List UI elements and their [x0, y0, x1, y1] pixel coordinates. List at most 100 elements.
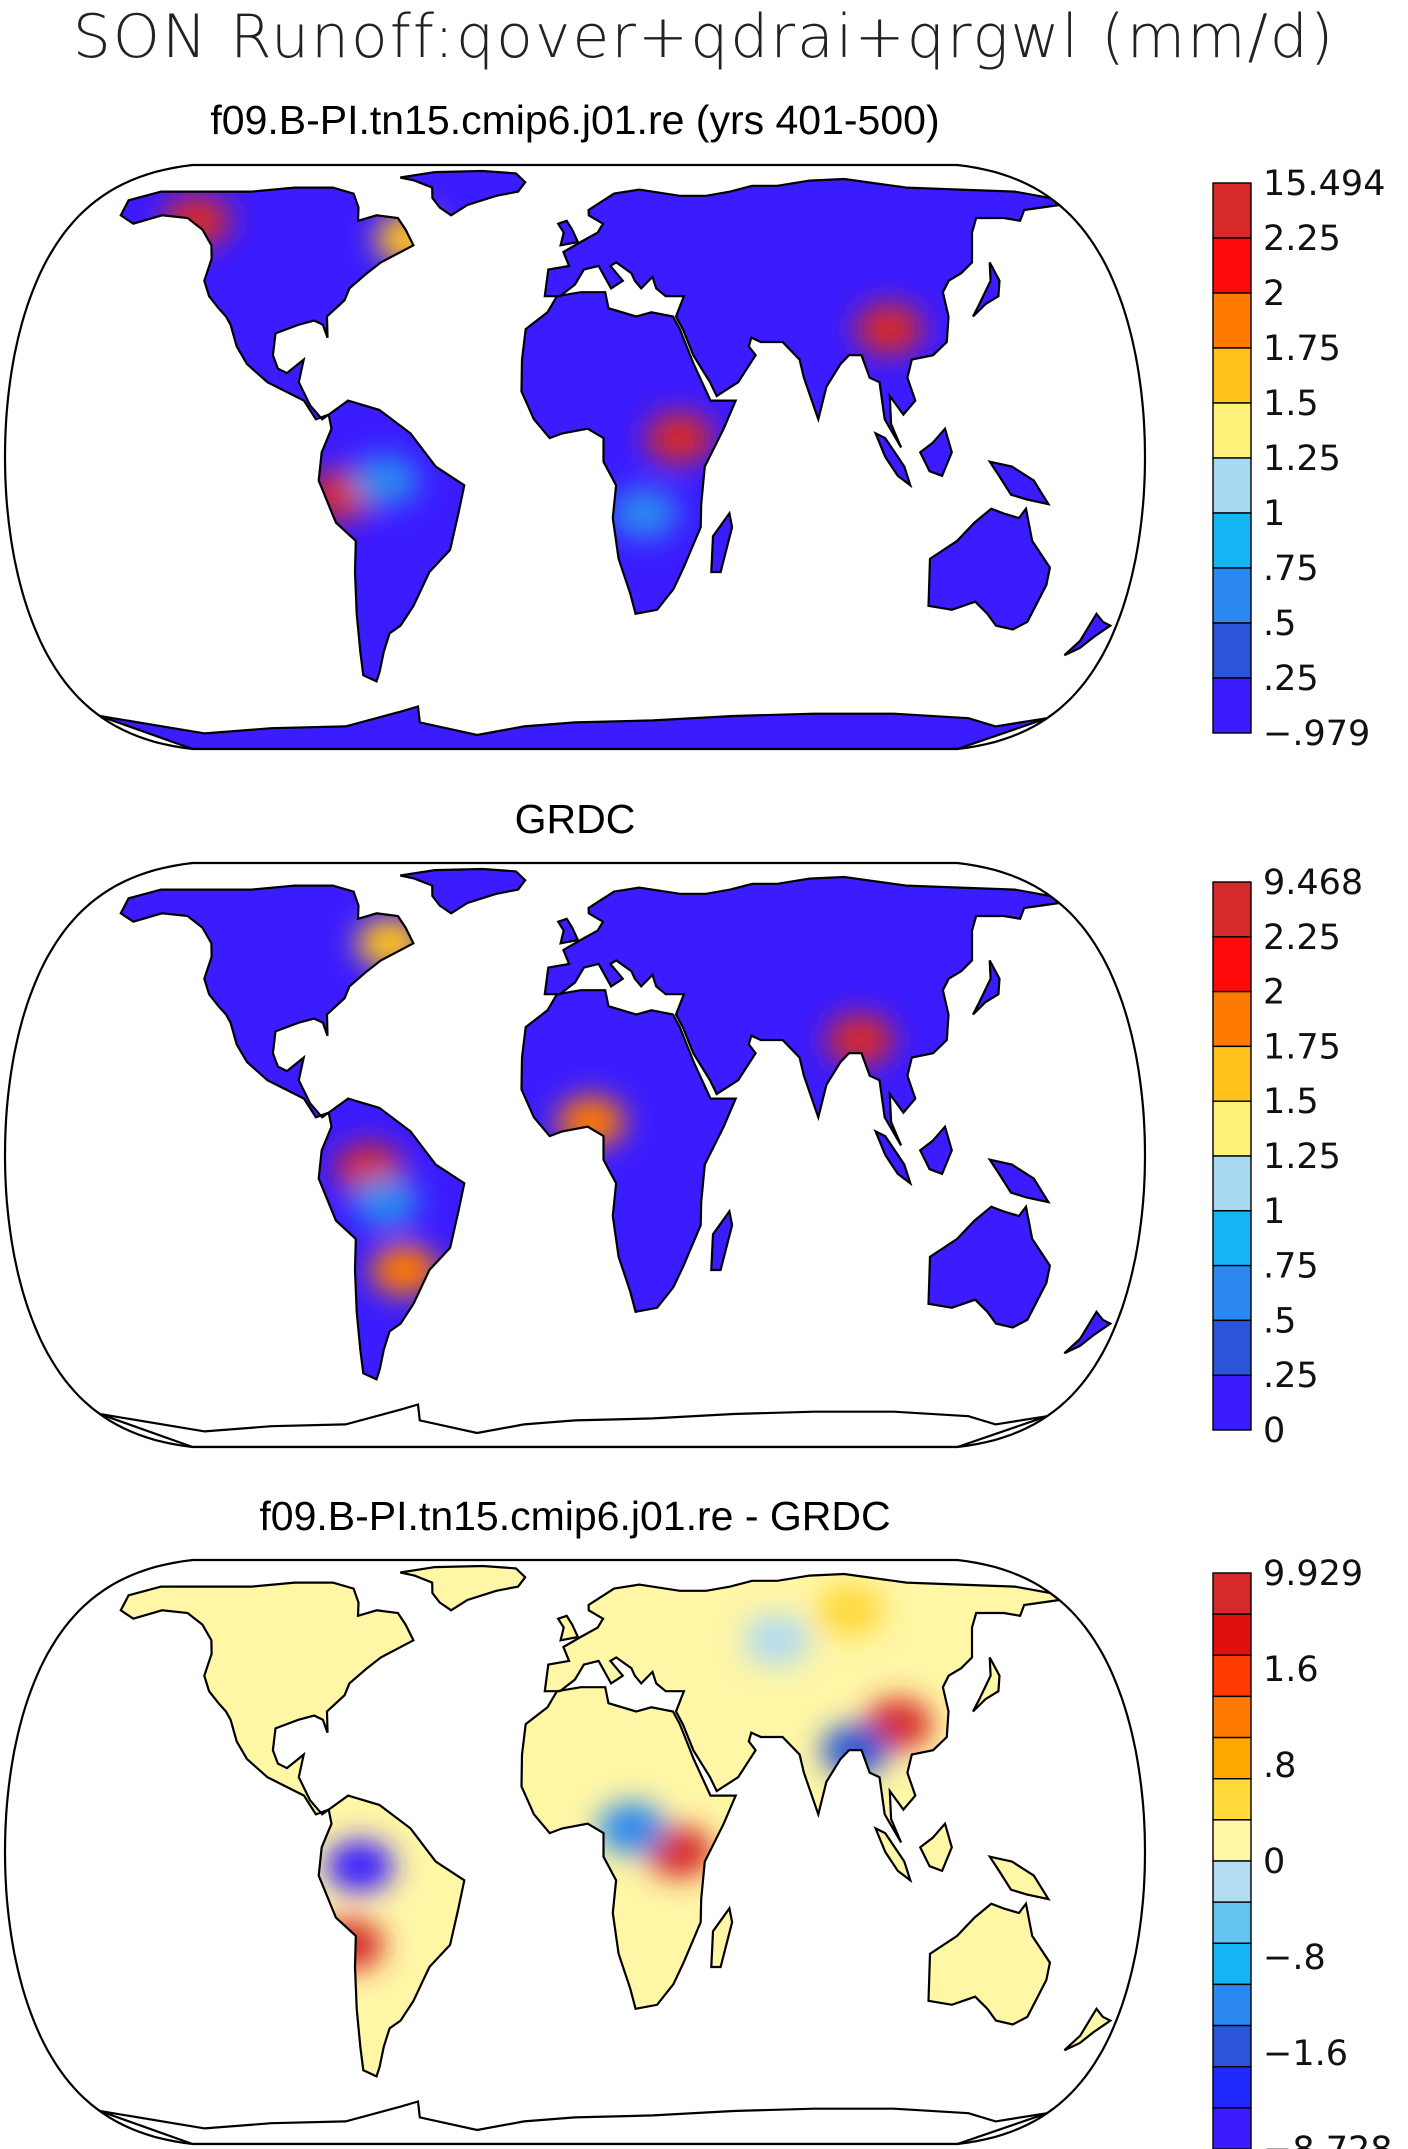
map-area: [99, 1564, 1113, 2144]
colorbar-label: .25: [1263, 659, 1319, 699]
colorbar-label: −.979: [1263, 714, 1370, 754]
coastline-eurasia: [543, 177, 1063, 449]
colorbar-label: 1.5: [1263, 1082, 1319, 1122]
field-hotspot: [610, 487, 679, 540]
field-hotspot: [162, 194, 231, 247]
colorbar-swatch: [1212, 2107, 1252, 2149]
coastline-southAmerica: [317, 399, 466, 683]
colorbar-label: .25: [1263, 1356, 1319, 1396]
colorbar: 9.929 1.6 .8 0 −.8 −1.6 −8.728: [1212, 1554, 1393, 2149]
field-hotspot: [556, 1095, 625, 1148]
coastline-southAmerica: [317, 1794, 466, 2078]
colorbar-swatch: [1212, 1613, 1252, 1656]
colorbar-swatch: [1212, 1983, 1252, 2027]
coastline-greenland: [400, 1564, 527, 1612]
coastline-sumatra: [873, 431, 913, 489]
coastline-britain: [556, 1614, 580, 1642]
coastline-australia: [927, 1204, 1052, 1329]
map-border: [3, 163, 1147, 751]
coastline-japan: [972, 959, 1001, 1016]
coastline-sumatra: [873, 1826, 913, 1884]
colorbar-swatch: [1212, 1100, 1252, 1157]
figure-title: SON Runoff:qover+qdrai+qrgwl (mm/d): [72, 2, 1336, 72]
colorbar-swatch: [1212, 1860, 1252, 1903]
field-hotspot: [816, 1584, 885, 1637]
colorbar-swatch: [1212, 1045, 1252, 1102]
panel-title-difference: f09.B-PI.tn15.cmip6.j01.re - GRDC: [259, 1493, 891, 1539]
colorbar-swatch: [1212, 182, 1252, 239]
colorbar-swatch: [1212, 2024, 1252, 2068]
land-base-fill: [120, 869, 1111, 1380]
colorbar-label: 1: [1263, 494, 1285, 534]
field-hotspot: [325, 1840, 394, 1893]
coastline-northAmerica: [119, 884, 415, 1119]
coastline-borneo: [918, 1124, 953, 1176]
coastline-eurasia: [543, 1572, 1063, 1844]
coastline-northAmerica: [119, 186, 415, 421]
coastline-newGuinea: [987, 460, 1051, 506]
coastline-australia: [927, 1901, 1052, 2026]
map-area: [99, 169, 1113, 749]
colorbar-swatch: [1212, 2066, 1252, 2109]
coastline-newGuinea: [987, 1158, 1051, 1204]
map-panel-difference: 9.929 1.6 .8 0 −.8 −1.6 −8.728: [3, 1554, 1393, 2149]
colorbar-label: 1.25: [1263, 439, 1341, 479]
coastline-borneo: [918, 1821, 953, 1873]
field-hotspot: [826, 1013, 895, 1066]
coastline-newGuinea: [987, 1855, 1051, 1901]
colorbar-swatch: [1212, 1736, 1252, 1780]
coastline-greenland: [400, 867, 527, 915]
panel-title-model: f09.B-PI.tn15.cmip6.j01.re (yrs 401-500): [210, 97, 940, 143]
colorbar-swatch: [1212, 1319, 1252, 1376]
colorbar-swatch: [1212, 1819, 1252, 1862]
colorbar-label: 0: [1263, 1842, 1285, 1882]
coastline-africa: [520, 291, 738, 616]
colorbar-label: 1.75: [1263, 1027, 1341, 1067]
colorbar-label: 15.494: [1263, 164, 1385, 204]
colorbar-label: −.8: [1263, 1938, 1326, 1978]
colorbar-label: .8: [1263, 1746, 1296, 1786]
colorbar-label: 1.25: [1263, 1137, 1341, 1177]
colorbar-swatch: [1212, 237, 1252, 294]
colorbar-swatch: [1212, 1210, 1252, 1267]
colorbar-label: 1: [1263, 1192, 1285, 1232]
colorbar-swatch: [1212, 1654, 1252, 1698]
field-hotspot: [597, 1802, 666, 1855]
colorbar-swatch: [1212, 1942, 1252, 1986]
colorbar-label: 1.5: [1263, 384, 1319, 424]
coastline-africa: [520, 1686, 738, 2011]
coastline-newZealand: [1063, 2006, 1113, 2052]
coastline-africa: [520, 989, 738, 1314]
coastline-northAmerica: [119, 1581, 415, 1816]
colorbar-swatch: [1212, 881, 1252, 938]
colorbar-label: .75: [1263, 1247, 1319, 1287]
colorbar-label: 1.6: [1263, 1650, 1319, 1690]
map-border: [3, 861, 1147, 1449]
land-field: [120, 869, 1111, 1380]
colorbar-label: 0: [1263, 1411, 1285, 1451]
land-field: [120, 1566, 1111, 2077]
colorbar-label: 1.75: [1263, 329, 1341, 369]
colorbar-swatch: [1212, 1264, 1252, 1322]
colorbar-swatch: [1212, 1572, 1252, 1615]
colorbar-label: 9.929: [1263, 1554, 1363, 1594]
land-base-fill: [99, 171, 1111, 749]
coastline-greenland: [400, 169, 527, 217]
colorbar-swatch: [1212, 622, 1252, 679]
colorbar-label: .5: [1263, 604, 1296, 644]
coastline-borneo: [918, 426, 953, 478]
field-hotspot: [351, 1176, 420, 1229]
colorbar-swatch: [1212, 1155, 1252, 1212]
coastline-southAmerica: [317, 1097, 466, 1381]
coastline-britain: [556, 917, 580, 945]
field-hotspot: [351, 454, 420, 507]
coastline-britain: [556, 219, 580, 247]
colorbar-label: −8.728: [1263, 2130, 1393, 2149]
colorbar-swatch: [1212, 512, 1252, 569]
field-hotspot: [855, 303, 924, 356]
field-hotspot: [370, 1244, 439, 1297]
field-hotspot: [316, 1918, 385, 1971]
